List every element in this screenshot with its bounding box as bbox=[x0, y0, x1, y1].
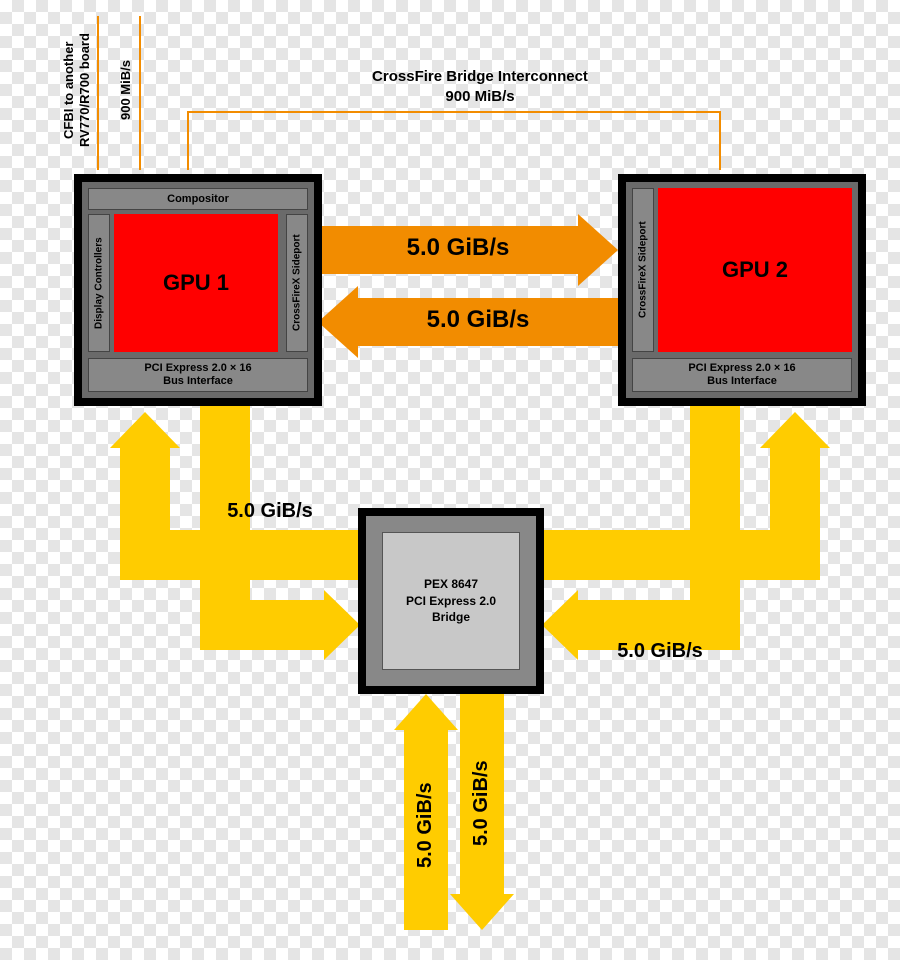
gpu1-core: GPU 1 bbox=[114, 214, 278, 352]
pcie-bridge-block: PEX 8647 PCI Express 2.0 Bridge bbox=[358, 508, 544, 694]
gpu2-sideport: CrossFireX Sideport bbox=[632, 188, 654, 352]
pcie-rate-host-up: 5.0 GiB/s bbox=[414, 740, 437, 910]
sideport-rate-right: 5.0 GiB/s bbox=[358, 234, 558, 262]
pcie-rate-gpu1: 5.0 GiB/s bbox=[200, 500, 340, 523]
sideport-rate-left: 5.0 GiB/s bbox=[378, 306, 578, 334]
gpu2-bus-interface: PCI Express 2.0 × 16Bus Interface bbox=[632, 358, 852, 392]
gpu1-block: Compositor Display Controllers GPU 1 Cro… bbox=[74, 174, 322, 406]
gpu2-block: CrossFireX Sideport GPU 2 PCI Express 2.… bbox=[618, 174, 866, 406]
crossfire-thin-arrows bbox=[0, 0, 900, 200]
gpu2-core: GPU 2 bbox=[658, 188, 852, 352]
diagram-canvas: CrossFire Bridge Interconnect 900 MiB/s … bbox=[0, 0, 900, 960]
gpu1-display-controllers: Display Controllers bbox=[88, 214, 110, 352]
gpu1-sideport: CrossFireX Sideport bbox=[286, 214, 308, 352]
gpu1-bus-interface: PCI Express 2.0 × 16Bus Interface bbox=[88, 358, 308, 392]
pcie-rate-host-down: 5.0 GiB/s bbox=[470, 718, 493, 888]
pcie-rate-gpu2: 5.0 GiB/s bbox=[590, 640, 730, 663]
pcie-bridge-inner: PEX 8647 PCI Express 2.0 Bridge bbox=[382, 532, 520, 670]
